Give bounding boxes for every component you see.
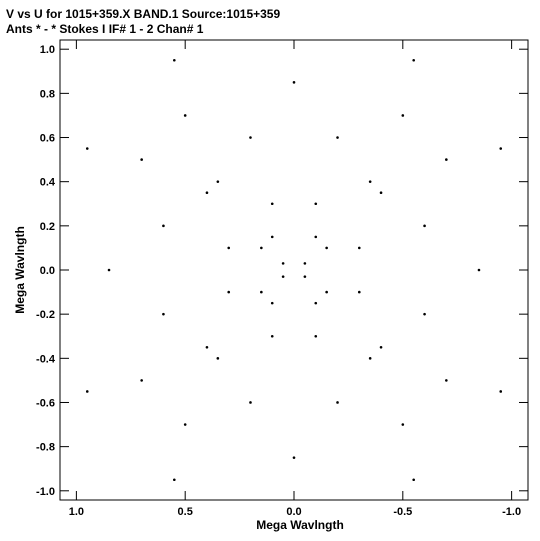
uv-point [249,401,252,404]
uv-point [379,191,383,195]
uv-point [477,268,481,272]
uv-point [325,290,328,294]
uv-point [325,246,328,250]
uv-point [499,390,503,393]
plot-frame [59,39,529,501]
scatter-points [85,58,503,482]
y-tick-label: 0.6 [40,133,55,145]
uv-point [314,235,318,239]
y-tick-label: -1.0 [36,486,55,498]
uv-point [216,357,220,360]
y-tick-label: 0.2 [40,221,55,233]
uv-point [292,456,296,459]
plot-title: V vs U for 1015+359.X BAND.1 Source:1015… [6,7,280,21]
uv-point [260,290,263,294]
x-axis-label: Mega Wavlngth [256,518,344,532]
uv-point [412,478,415,482]
uv-point [183,114,187,117]
x-tick-label: 1.0 [69,506,84,518]
uv-point [281,275,285,278]
uv-point [379,345,383,349]
uv-point [401,423,405,426]
uv-point [205,191,209,195]
y-tick-label: 0.4 [40,177,56,189]
uv-point [303,275,307,278]
uv-point [227,246,231,250]
uv-point [314,334,318,338]
x-tick-label: 0.0 [286,506,301,518]
uv-point [227,290,231,294]
uv-point [183,423,187,426]
uv-point [270,334,274,338]
uv-point [292,81,296,84]
uv-point [162,312,165,316]
uv-point [314,301,318,305]
uv-point [445,379,448,382]
uv-point [205,345,209,349]
y-tick-label: 0.8 [40,88,55,100]
y-axis-label: Mega Wavlngth [13,226,27,314]
uv-point [499,147,503,150]
uv-point [368,357,372,360]
uv-point [140,379,143,382]
x-tick-label: 0.5 [178,506,193,518]
uv-point [107,268,111,272]
uv-point [173,478,176,482]
uv-point [423,312,426,316]
x-tick-label: -0.5 [393,506,412,518]
uv-point [216,180,220,183]
y-tick-label: -0.6 [36,397,55,409]
uv-point [270,301,274,305]
uv-point [412,58,415,62]
uv-point [357,246,361,250]
uv-point [357,290,361,294]
y-tick-label: 1.0 [40,44,55,56]
uv-point [85,390,89,393]
uv-point [162,224,165,228]
uv-point [368,180,372,183]
uv-point [173,58,176,62]
uv-point [303,262,307,265]
x-tick-label: -1.0 [502,506,521,518]
y-tick-label: 0.0 [40,265,55,277]
x-axis-ticks: 1.0 0.5 0.0 -0.5 -1.0 [69,40,521,518]
uv-point [270,202,274,206]
y-tick-label: -0.8 [36,442,55,454]
uv-point [423,224,426,228]
uv-point [85,147,89,150]
uv-point [281,262,285,265]
uv-point [314,202,318,206]
uv-point [336,136,339,139]
uv-point [140,158,143,161]
uv-point [270,235,274,239]
uv-point [249,136,252,139]
uv-point [445,158,448,161]
y-tick-label: -0.4 [36,353,56,365]
y-axis-ticks: 1.0 0.8 0.6 0.4 0.2 0.0 -0.2 -0.4 -0.6 -0.8 -1.0 [36,44,528,498]
plot-subtitle: Ants * - * Stokes I IF# 1 - 2 Chan# 1 [6,22,204,36]
uv-point [336,401,339,404]
uv-point [260,246,263,250]
uv-point [401,114,405,117]
y-tick-label: -0.2 [36,309,55,321]
